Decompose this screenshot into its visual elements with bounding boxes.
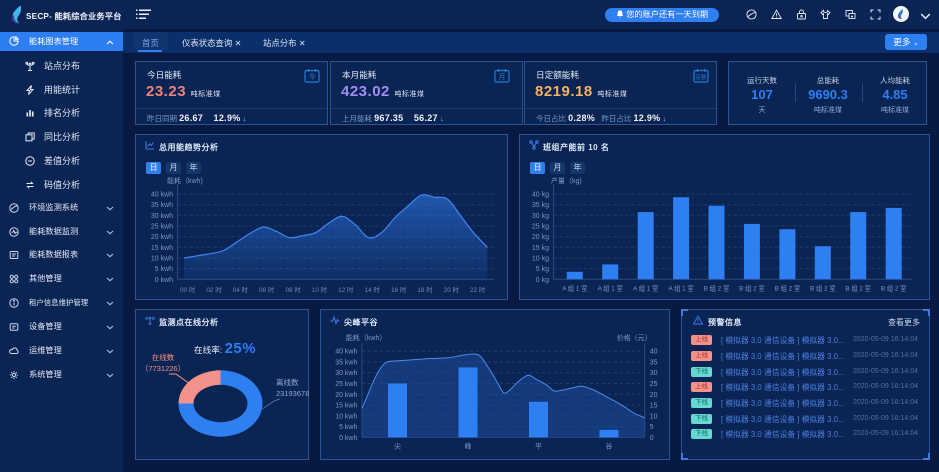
svg-text:A 组 1 室: A 组 1 室 [562,283,587,292]
svg-text:B 组 2 室: B 组 2 室 [845,283,871,292]
svg-text:B 组 2 室: B 组 2 室 [739,283,765,292]
svg-text:30 kg: 30 kg [532,213,549,220]
svg-text:10: 10 [650,413,658,420]
svg-text:35 kwh: 35 kwh [335,360,357,367]
svg-text:15: 15 [650,403,658,410]
svg-text:40 kwh: 40 kwh [151,192,173,199]
svg-text:谷: 谷 [606,441,613,450]
svg-text:5 kwh: 5 kwh [155,266,173,273]
svg-text:A 组 1 室: A 组 1 室 [598,283,623,292]
svg-text:25 kg: 25 kg [532,224,549,231]
svg-text:0: 0 [650,435,654,442]
svg-text:35 kg: 35 kg [532,202,549,209]
svg-text:30 kwh: 30 kwh [151,213,173,220]
svg-text:20 kg: 20 kg [532,234,549,241]
svg-text:20 kwh: 20 kwh [335,392,357,399]
svg-text:20: 20 [650,392,658,399]
svg-text:04 时: 04 时 [233,285,249,294]
svg-text:5 kwh: 5 kwh [339,424,357,431]
svg-text:22 时: 22 时 [470,285,486,294]
svg-text:今: 今 [309,72,316,81]
svg-text:35 kwh: 35 kwh [151,202,173,209]
svg-text:5: 5 [650,424,654,431]
svg-text:定额: 定额 [695,73,707,81]
svg-text:尖: 尖 [394,441,401,450]
svg-text:40 kg: 40 kg [532,192,549,199]
svg-text:18 时: 18 时 [417,285,433,294]
svg-text:0 kwh: 0 kwh [339,435,357,442]
svg-text:B 组 2 室: B 组 2 室 [775,283,801,292]
svg-text:30: 30 [650,370,658,377]
svg-text:14 时: 14 时 [365,285,381,294]
svg-text:峰: 峰 [465,441,472,450]
svg-text:平: 平 [535,442,542,450]
svg-text:B 组 2 室: B 组 2 室 [704,283,730,292]
svg-text:16 时: 16 时 [391,285,407,294]
svg-text:40: 40 [650,349,658,356]
svg-text:12 时: 12 时 [338,285,354,294]
svg-text:能耗（kwh): 能耗（kwh) [167,176,203,185]
svg-text:能耗（kwh）: 能耗（kwh） [346,333,386,342]
svg-text:20 时: 20 时 [444,285,460,294]
svg-text:25 kwh: 25 kwh [335,381,357,388]
svg-text:B 组 2 室: B 组 2 室 [881,283,907,292]
svg-text:25 kwh: 25 kwh [151,224,173,231]
svg-text:0 kwh: 0 kwh [155,277,173,284]
svg-text:0 kg: 0 kg [536,277,549,284]
svg-text:35: 35 [650,360,658,367]
svg-text:15 kg: 15 kg [532,245,549,252]
svg-text:06 时: 06 时 [259,285,275,294]
svg-text:月: 月 [499,73,506,81]
svg-text:产量（kg): 产量（kg) [551,176,582,185]
svg-text:5 kg: 5 kg [536,266,549,273]
svg-text:00 时: 00 时 [180,285,196,294]
svg-text:A 组 1 室: A 组 1 室 [668,283,693,292]
svg-text:A 组 1 室: A 组 1 室 [633,283,658,292]
svg-text:10 kwh: 10 kwh [335,413,357,420]
svg-text:价格（元）: 价格（元） [617,333,652,342]
svg-text:25: 25 [650,381,658,388]
svg-text:40 kwh: 40 kwh [335,349,357,356]
svg-text:02 时: 02 时 [206,285,222,294]
svg-text:10 kwh: 10 kwh [151,256,173,263]
svg-text:10 kg: 10 kg [532,256,549,263]
svg-text:10 时: 10 时 [312,285,328,294]
svg-text:B 组 2 室: B 组 2 室 [810,283,836,292]
svg-text:08 时: 08 时 [285,285,301,294]
svg-text:15 kwh: 15 kwh [335,403,357,410]
svg-text:15 kwh: 15 kwh [151,245,173,252]
svg-text:30 kwh: 30 kwh [335,370,357,377]
svg-text:20 kwh: 20 kwh [151,234,173,241]
